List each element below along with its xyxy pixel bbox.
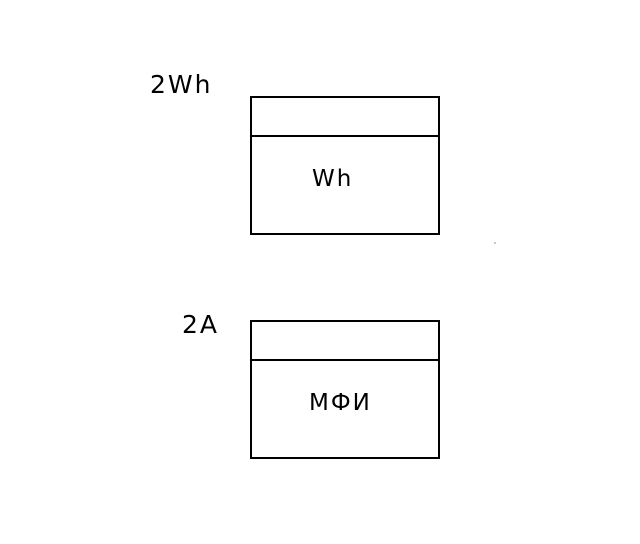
block-1-side-label: 2Wh [150,70,213,99]
block-2-side-label: 2A [182,310,220,339]
block-2-label: МФИ [309,390,372,416]
block-1-label: Wh [312,166,354,192]
block-2: МФИ [250,320,440,459]
block-2-divider [252,359,438,361]
block-1-divider [252,135,438,137]
block-1: Wh [250,96,440,235]
stray-mark [494,242,496,244]
